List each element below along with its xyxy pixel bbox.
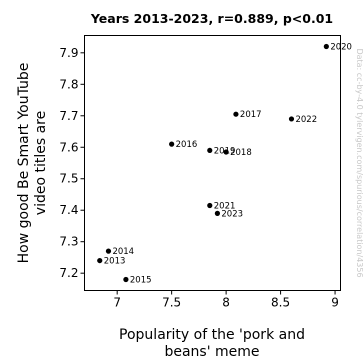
y-axis-label-line-1: How good Be Smart YouTube	[16, 63, 32, 264]
data-point-2023	[214, 210, 221, 216]
chart-title: Years 2013-2023, r=0.889, p<0.01	[90, 11, 333, 26]
y-tick-label: 7.5	[59, 172, 78, 186]
x-ticks: 7 7.5 8 8.5 9	[113, 290, 339, 310]
x-axis-label-line-1: Popularity of the 'pork and	[119, 327, 305, 343]
watermark: Data: cc-by-4.0 tylervigen.com/spurious/…	[355, 48, 364, 277]
data-point-2013	[97, 257, 103, 264]
data-point-label-2022: 2022	[295, 115, 317, 125]
y-ticks: 7.2 7.3 7.4 7.5 7.6 7.7 7.8 7.9	[59, 46, 85, 280]
x-tick-label: 9	[331, 296, 339, 310]
data-point-label-2015: 2015	[130, 275, 152, 285]
data-point-2016	[169, 141, 175, 147]
data-point-label-2013: 2013	[104, 257, 126, 267]
data-point-label-2020: 2020	[330, 43, 352, 53]
data-point-label-2019: 2019	[214, 146, 236, 156]
data-point-2015	[123, 276, 129, 283]
data-point-label-2014: 2014	[112, 247, 134, 257]
data-point-label-2017: 2017	[240, 110, 262, 120]
y-tick-label: 7.4	[59, 203, 78, 217]
y-tick-label: 7.3	[59, 235, 78, 249]
x-tick-label: 8.5	[271, 296, 290, 310]
y-tick-label: 7.7	[59, 109, 78, 123]
y-axis-label-line-2: video titles are	[33, 111, 49, 215]
data-point-2020	[323, 43, 329, 50]
y-tick-label: 7.9	[59, 46, 78, 60]
plot-area-frame	[84, 35, 341, 291]
x-axis-label-line-2: beans' meme	[164, 344, 259, 358]
x-tick-label: 7.5	[162, 296, 181, 310]
data-point-2017	[233, 111, 239, 117]
data-point-2019	[207, 147, 213, 154]
data-point-label-2018: 2018	[230, 148, 252, 158]
data-point-2022	[288, 116, 295, 122]
y-tick-label: 7.2	[59, 266, 78, 280]
data-point-2018	[223, 149, 229, 155]
data-point-label-2021: 2021	[214, 202, 236, 212]
y-tick-label: 7.6	[59, 140, 78, 154]
data-point-label-2016: 2016	[176, 140, 198, 150]
data-point-2021	[207, 202, 213, 209]
x-axis-label: Popularity of the 'pork and beans' meme	[119, 327, 305, 358]
y-tick-label: 7.8	[59, 77, 78, 91]
y-axis-label: How good Be Smart YouTube video titles a…	[16, 63, 49, 264]
x-tick-label: 8	[222, 296, 230, 310]
x-tick-label: 7	[113, 296, 121, 310]
data-point-label-2023: 2023	[221, 209, 243, 219]
data-point-2014	[105, 248, 112, 254]
